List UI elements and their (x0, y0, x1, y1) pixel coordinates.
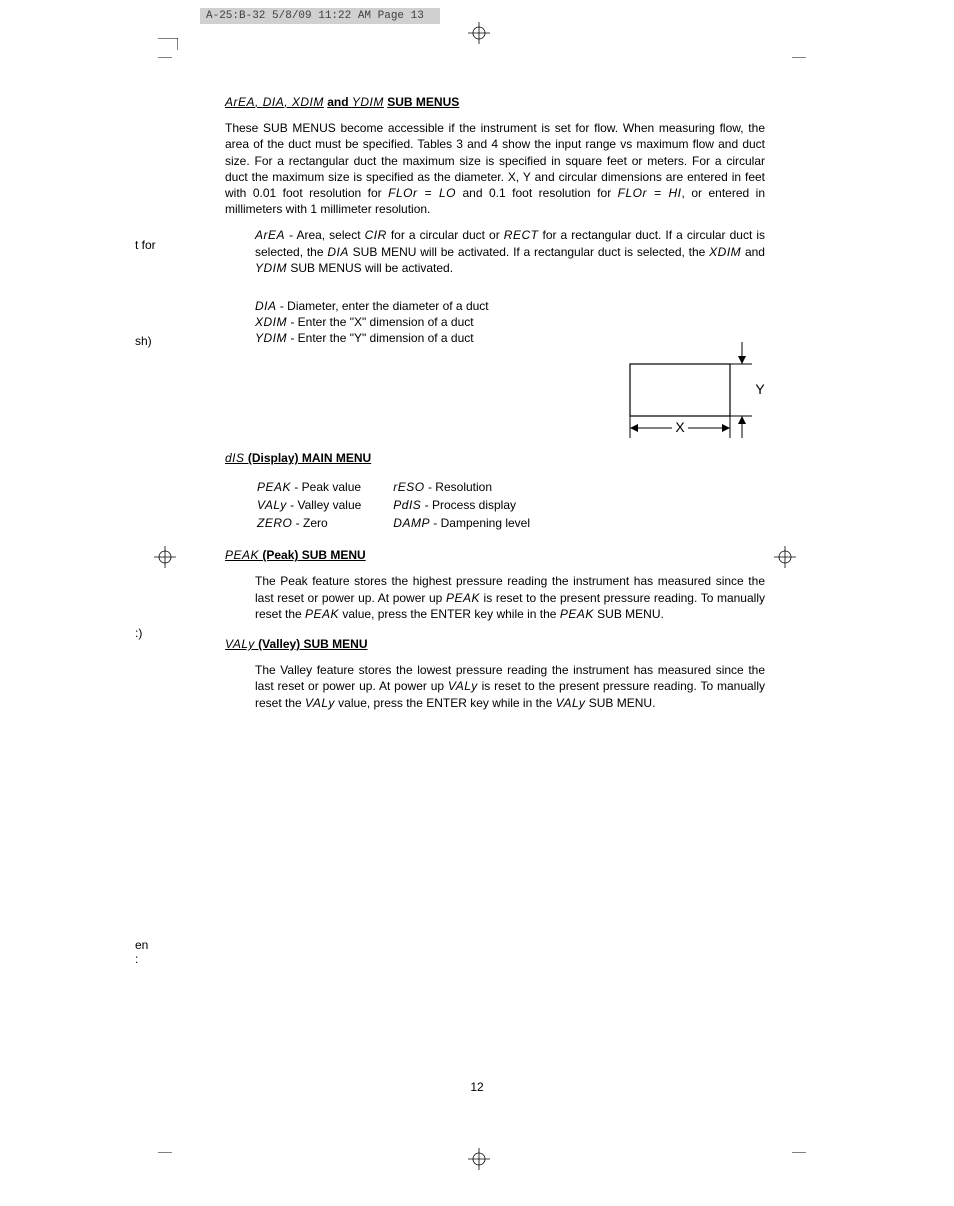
heading-valley-sub: VALy (Valley) SUB MENU (225, 636, 765, 652)
heading-peak-sub: PEAK (Peak) SUB MENU (225, 547, 765, 563)
registration-mark-right (774, 546, 796, 568)
heading-display-main: dIS (Display) MAIN MENU (225, 450, 765, 466)
crop-mark-br (786, 1152, 806, 1172)
page-number: 12 (0, 1080, 954, 1094)
bleed-text-1: t for (135, 238, 156, 252)
crop-mark-bl (158, 1152, 178, 1172)
para-intro: These SUB MENUS become accessible if the… (225, 120, 765, 217)
lcd-area: ArEA (225, 95, 255, 109)
lcd-dia: DIA (263, 95, 285, 109)
registration-mark-bottom (468, 1148, 490, 1170)
registration-mark-left (154, 546, 176, 568)
print-job-header: A-25:B-32 5/8/09 11:22 AM Page 13 (200, 8, 440, 24)
dimension-definitions: DIA - Diameter, enter the diameter of a … (255, 298, 555, 347)
lcd-xdim: XDIM (292, 95, 324, 109)
crop-mark-tl (158, 38, 178, 58)
para-valley: The Valley feature stores the lowest pre… (255, 662, 765, 711)
display-menu-items: PEAK - Peak value rESO - Resolution VALy… (255, 477, 562, 534)
registration-mark-top (468, 22, 490, 44)
crop-mark-tr (786, 38, 806, 58)
bleed-text-2: sh) (135, 334, 152, 348)
page-body: ArEA, DIA, XDIM and YDIM SUB MENUS These… (225, 80, 765, 721)
para-peak: The Peak feature stores the highest pres… (255, 573, 765, 622)
lcd-ydim: YDIM (352, 95, 384, 109)
heading-area-submenus: ArEA, DIA, XDIM and YDIM SUB MENUS (225, 94, 765, 110)
bleed-text-4a: en (135, 938, 148, 952)
para-area: ArEA - Area, select CIR for a circular d… (255, 227, 765, 276)
heading-submenus-label: SUB MENUS (387, 95, 459, 109)
bleed-text-3: :) (135, 626, 142, 640)
bleed-text-4b: : (135, 952, 138, 966)
heading-and: and (327, 95, 352, 109)
